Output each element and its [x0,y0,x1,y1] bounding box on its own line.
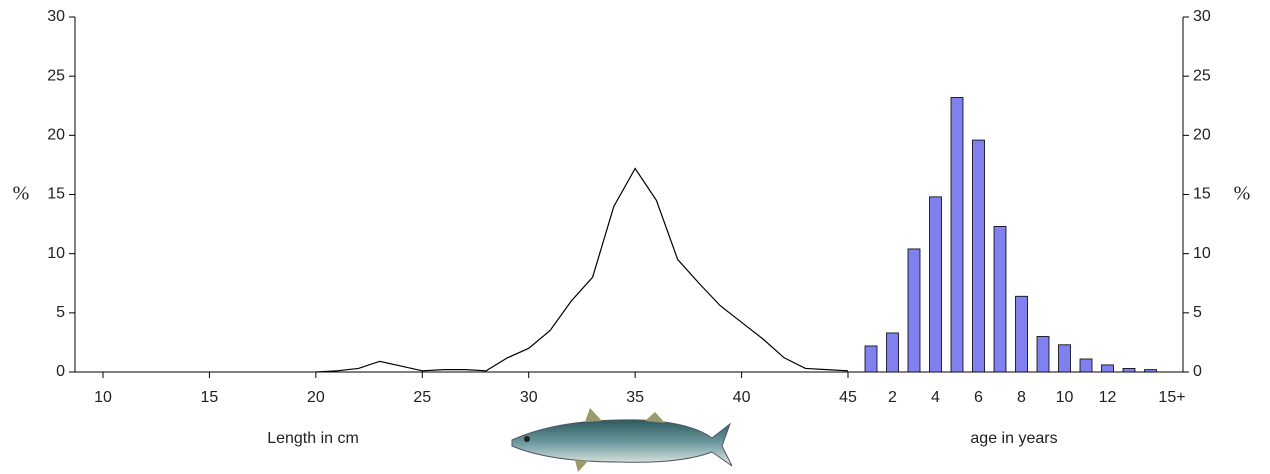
x-tick-label: 6 [974,389,983,406]
bar [907,248,921,373]
bar [886,332,899,373]
x-tick-label: 10 [94,389,112,406]
x-tick-label: 25 [413,389,431,406]
x-tick-label: 15 [201,389,219,406]
bar [950,97,964,373]
y2-tick-label: 0 [1193,363,1202,380]
bar [993,226,1007,373]
y-tick-label: 0 [56,363,65,380]
y-tick-label: 10 [47,245,65,262]
y2-axis-label: % [1234,183,1251,205]
x-tick-label: 4 [931,389,940,406]
bar [929,196,942,373]
y2-tick-label: 20 [1193,127,1211,144]
y-tick-label: 30 [47,8,65,25]
x-tick-label: 30 [520,389,538,406]
x-axis-label: age in years [970,430,1057,447]
bar [1144,369,1157,373]
y2-tick-label: 30 [1193,8,1211,25]
x-tick-label: 8 [1017,389,1026,406]
x-tick-label: 20 [307,389,325,406]
y-tick-label: 15 [47,186,65,203]
bar [1122,368,1136,373]
y2-tick-label: 10 [1193,245,1211,262]
x-tick-label: 45 [839,389,857,406]
bar [1015,295,1028,373]
y-tick-label: 20 [47,127,65,144]
bar [1036,336,1050,373]
bar [864,345,878,373]
y-tick-label: 5 [56,304,65,321]
y2-tick-label: 25 [1193,67,1211,84]
bar [1079,358,1093,373]
x-tick-label: 40 [733,389,751,406]
length-line [315,167,849,373]
x-axis-label: Length in cm [267,430,359,447]
bar [1101,364,1114,373]
x-tick-label: 10 [1056,389,1074,406]
x-tick-label: 35 [626,389,644,406]
x-tick-label: 2 [888,389,897,406]
fish-illustration [511,408,733,472]
y2-tick-label: 15 [1193,186,1211,203]
y2-tick-label: 5 [1193,304,1202,321]
x-tick-label: 12 [1099,389,1117,406]
x-tick-label: 15+ [1158,389,1185,406]
y-axis-label: % [13,183,30,205]
bar [1058,344,1071,373]
y-tick-label: 25 [47,67,65,84]
bar [972,139,985,373]
